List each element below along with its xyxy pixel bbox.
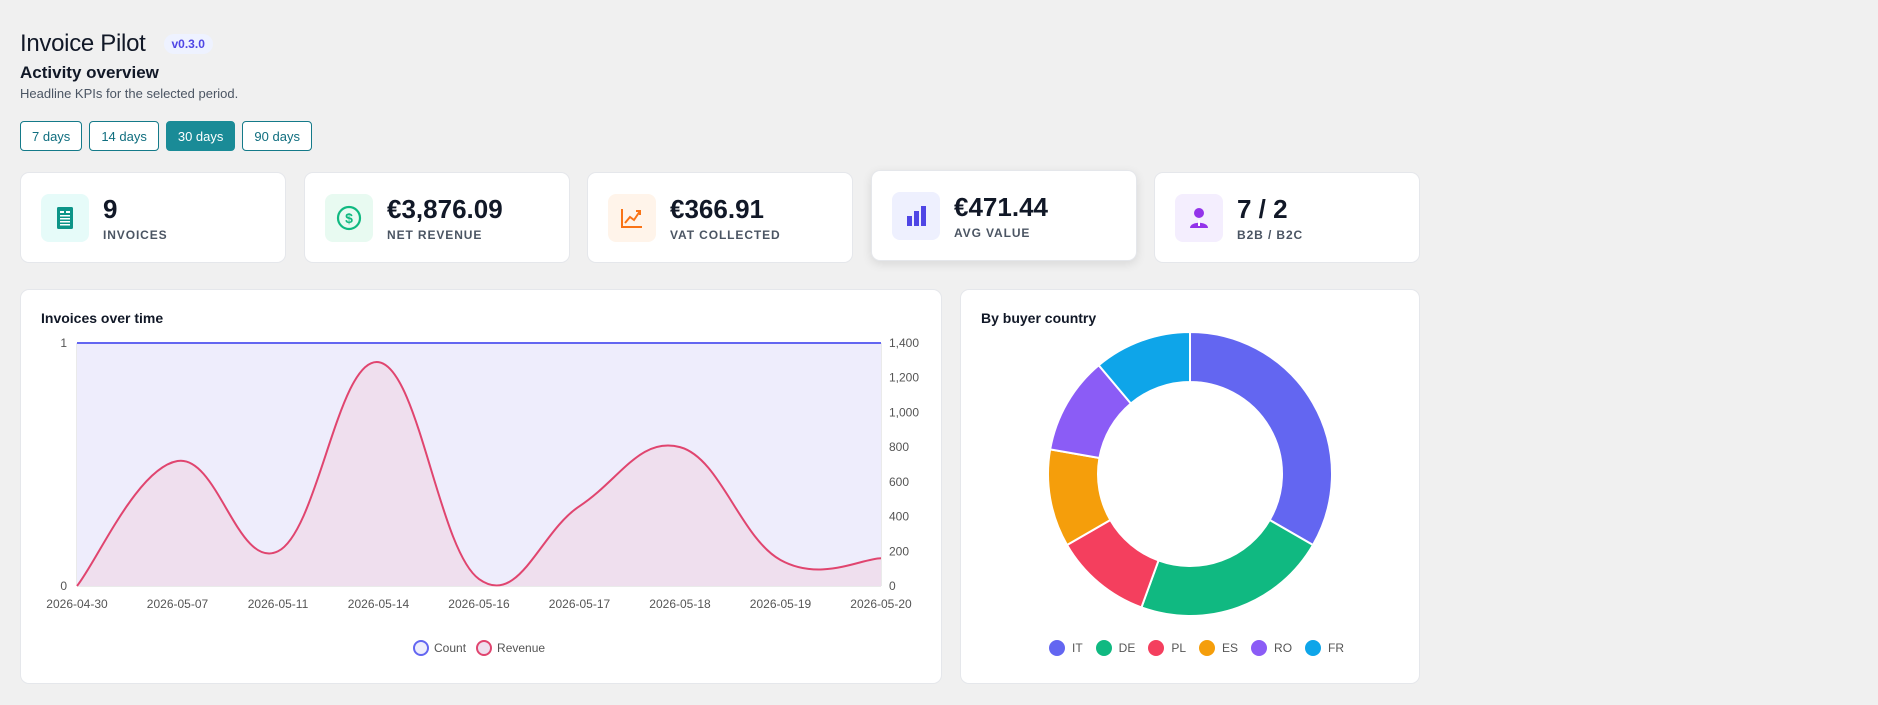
panel-title: Invoices over time — [41, 310, 164, 326]
y-right-tick-label: 1,400 — [889, 336, 919, 350]
legend-swatch — [1148, 640, 1165, 656]
panel-title: By buyer country — [981, 310, 1097, 326]
app-header: Invoice Pilot v0.3.0 — [20, 30, 213, 58]
kpi-label: VAT COLLECTED — [670, 227, 781, 242]
bar-chart-icon — [892, 191, 940, 240]
range-14-days-button[interactable]: 14 days — [89, 121, 159, 151]
donut-slice-it[interactable] — [1189, 332, 1333, 547]
y-right-tick-label: 400 — [889, 510, 909, 524]
legend-label: PL — [1171, 641, 1187, 655]
kpi-card-net-revenue: $ €3,876.09 NET REVENUE — [304, 172, 570, 263]
series-revenue-line — [76, 361, 882, 587]
range-30-days-button[interactable]: 30 days — [165, 121, 236, 151]
buyer-country-donut-chart — [1047, 332, 1333, 617]
x-tick-label: 2026-05-07 — [147, 597, 209, 611]
x-tick-label: 2026-05-20 — [850, 597, 912, 611]
legend-swatch — [1251, 640, 1268, 656]
kpi-value: €366.91 — [670, 193, 764, 224]
series-revenue-area — [77, 361, 881, 586]
kpi-value: €471.44 — [954, 191, 1048, 222]
donut-slice-de[interactable] — [1140, 518, 1315, 617]
kpi-label: INVOICES — [103, 227, 168, 242]
legend-swatch — [413, 640, 429, 656]
y-right-tick-label: 800 — [889, 440, 909, 454]
range-selector: 7 days 14 days 30 days 90 days — [20, 121, 312, 151]
range-90-days-button[interactable]: 90 days — [242, 121, 312, 151]
legend-swatch — [1049, 640, 1065, 656]
legend-item-fr[interactable]: FR — [1305, 640, 1344, 656]
y-left-tick-label: 1 — [60, 336, 67, 350]
y-right-tick-label: 0 — [889, 579, 896, 593]
kpi-label: AVG VALUE — [954, 225, 1031, 240]
legend-label: RO — [1274, 641, 1293, 655]
person-icon — [1175, 193, 1223, 242]
kpi-card-vat-collected: €366.91 VAT COLLECTED — [587, 172, 853, 263]
y-right-tick-label: 200 — [889, 544, 909, 558]
legend-label: IT — [1072, 641, 1083, 655]
line-chart-legend: Count Revenue — [413, 640, 555, 656]
legend-item-count[interactable]: Count — [413, 640, 466, 656]
y-right-tick-label: 1,000 — [889, 405, 919, 419]
kpi-value: €3,876.09 — [387, 193, 503, 224]
kpi-label: B2B / B2C — [1237, 227, 1304, 242]
donut-slice-fr[interactable] — [1097, 332, 1191, 405]
legend-swatch — [476, 640, 493, 656]
x-tick-label: 2026-04-30 — [46, 597, 108, 611]
y-left-tick-label: 0 — [60, 579, 67, 593]
kpi-card-b2b-b2c: 7 / 2 B2B / B2C — [1154, 172, 1420, 263]
by-buyer-country-panel: By buyer country IT DE PL ES RO FR — [960, 289, 1420, 684]
app-title: Invoice Pilot — [20, 30, 146, 57]
legend-label: ES — [1222, 641, 1239, 655]
donut-legend: IT DE PL ES RO FR — [1049, 640, 1357, 656]
x-tick-label: 2026-05-14 — [348, 597, 410, 611]
kpi-value: 7 / 2 — [1237, 193, 1288, 224]
x-tick-label: 2026-05-17 — [549, 597, 611, 611]
legend-swatch — [1199, 640, 1216, 656]
legend-swatch — [1095, 640, 1112, 656]
document-icon — [41, 193, 89, 242]
legend-swatch — [1305, 640, 1322, 656]
dollar-circle-icon: $ — [325, 193, 373, 242]
section-subtitle: Headline KPIs for the selected period. — [20, 86, 239, 101]
legend-label: Count — [434, 641, 467, 655]
legend-item-it[interactable]: IT — [1049, 640, 1083, 656]
section-title: Activity overview — [20, 63, 159, 82]
invoices-over-time-chart: 0 1 0 200 400 600 800 1,000 1,200 1,400 2026-04-30… — [46, 336, 919, 611]
legend-item-pl[interactable]: PL — [1148, 640, 1186, 656]
kpi-label: NET REVENUE — [387, 227, 483, 242]
kpi-card-invoices: 9 INVOICES — [20, 172, 286, 263]
y-right-tick-label: 600 — [889, 475, 909, 489]
y-right-tick-label: 1,200 — [889, 371, 919, 385]
range-7-days-button[interactable]: 7 days — [20, 121, 83, 151]
version-badge: v0.3.0 — [163, 34, 213, 54]
legend-label: Revenue — [497, 641, 546, 655]
x-tick-label: 2026-05-16 — [448, 597, 510, 611]
invoices-over-time-panel: Invoices over time 0 1 0 200 400 600 800 1,000 1… — [20, 289, 942, 684]
x-tick-label: 2026-05-18 — [649, 597, 711, 611]
legend-item-ro[interactable]: RO — [1251, 640, 1292, 656]
legend-item-de[interactable]: DE — [1095, 640, 1136, 656]
kpi-value: 9 — [103, 193, 118, 224]
x-tick-label: 2026-05-19 — [750, 597, 812, 611]
legend-label: FR — [1328, 641, 1345, 655]
kpi-card-avg-value[interactable]: €471.44 AVG VALUE — [871, 170, 1137, 261]
legend-item-revenue[interactable]: Revenue — [476, 640, 545, 656]
svg-text:$: $ — [345, 210, 353, 226]
x-tick-label: 2026-05-11 — [248, 597, 309, 611]
trend-chart-icon — [608, 193, 656, 242]
legend-label: DE — [1118, 641, 1136, 655]
legend-item-es[interactable]: ES — [1199, 640, 1238, 656]
